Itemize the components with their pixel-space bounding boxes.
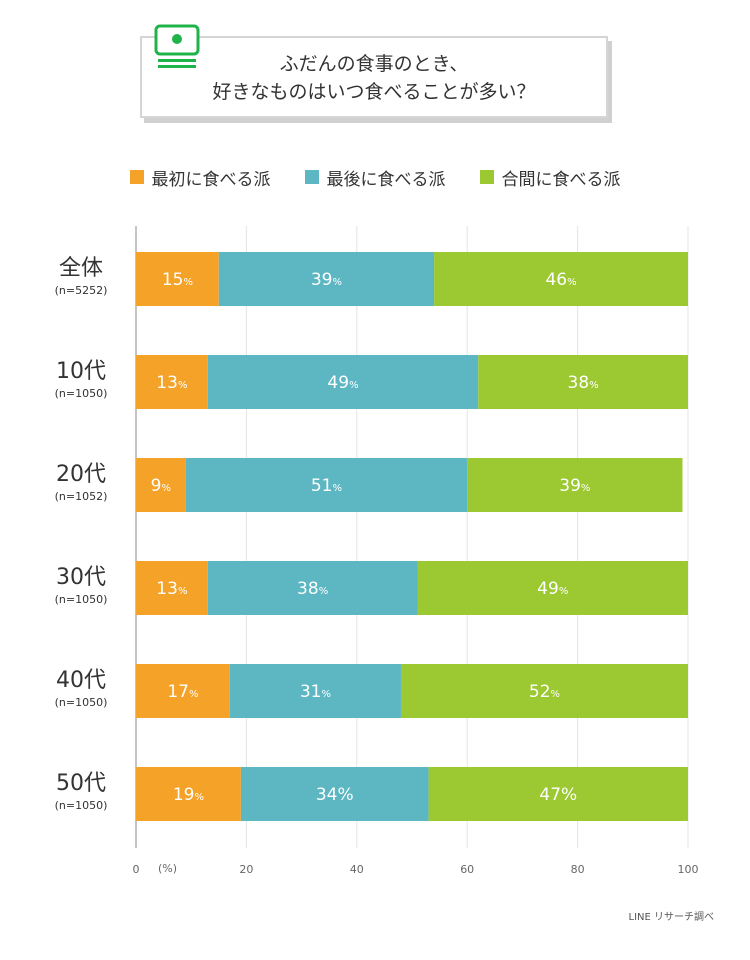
bar-segment bbox=[218, 252, 435, 306]
legend: 最初に食べる派 最後に食べる派 合間に食べる派 bbox=[0, 166, 750, 190]
row-name: 50代 bbox=[56, 771, 106, 796]
axis-unit-label: (%) bbox=[158, 862, 178, 875]
data-label: 49% bbox=[537, 579, 568, 599]
data-label: 49% bbox=[327, 373, 358, 393]
bar-segment bbox=[136, 252, 219, 306]
row-label-40s: 40代 (n=1050) bbox=[40, 668, 122, 710]
data-label: 38% bbox=[568, 373, 599, 393]
legend-label-last: 最後に食べる派 bbox=[326, 169, 446, 190]
row-sample-size: (n=1050) bbox=[54, 387, 108, 400]
bar-segment bbox=[136, 458, 186, 512]
title-box: ふだんの食事のとき、 好きなものはいつ食べることが多い？ bbox=[140, 36, 608, 118]
data-label: 13% bbox=[156, 373, 187, 393]
data-label: 34% bbox=[316, 785, 354, 805]
data-label: 39% bbox=[311, 270, 342, 290]
bar-segment bbox=[136, 664, 230, 718]
bar-segment bbox=[434, 252, 688, 306]
legend-swatch-first bbox=[129, 170, 144, 184]
legend-item-first: 最初に食べる派 bbox=[129, 166, 271, 190]
legend-item-between: 合間に食べる派 bbox=[479, 166, 621, 190]
title-line-2: 好きなものはいつ食べることが多い？ bbox=[212, 81, 536, 103]
x-tick-label: 100 bbox=[678, 863, 699, 876]
row-label-30s: 30代 (n=1050) bbox=[40, 565, 122, 607]
x-tick-label: 40 bbox=[350, 863, 364, 876]
row-sample-size: (n=1050) bbox=[54, 593, 108, 606]
data-label: 9% bbox=[151, 476, 171, 496]
data-label: 47% bbox=[539, 785, 577, 805]
row-label-all: 全体 (n=5252) bbox=[40, 256, 122, 298]
row-label-50s: 50代 (n=1050) bbox=[40, 771, 122, 813]
row-label-20s: 20代 (n=1052) bbox=[40, 462, 122, 504]
bar-segment bbox=[467, 458, 683, 512]
row-name: 30代 bbox=[56, 565, 106, 590]
legend-label-first: 最初に食べる派 bbox=[151, 169, 271, 190]
bar-segment bbox=[400, 664, 688, 718]
data-label: 15% bbox=[162, 270, 193, 290]
bar-segment bbox=[478, 355, 688, 409]
data-label: 52% bbox=[529, 682, 560, 702]
x-tick-label: 0 bbox=[133, 863, 140, 876]
row-sample-size: (n=1050) bbox=[54, 696, 108, 709]
data-label: 46% bbox=[545, 270, 576, 290]
legend-swatch-between bbox=[479, 170, 494, 184]
data-label: 17% bbox=[167, 682, 198, 702]
chart-title: ふだんの食事のとき、 好きなものはいつ食べることが多い？ bbox=[142, 50, 606, 106]
bar-segment bbox=[185, 458, 468, 512]
row-sample-size: (n=1052) bbox=[54, 490, 108, 503]
row-sample-size: (n=1050) bbox=[54, 799, 108, 812]
data-label: 39% bbox=[559, 476, 590, 496]
bar-segment bbox=[136, 355, 208, 409]
source-credit: LINE リサーチ調べ bbox=[628, 912, 715, 923]
data-label: 38% bbox=[297, 579, 328, 599]
title-line-1: ふだんの食事のとき、 bbox=[279, 53, 469, 75]
row-name: 40代 bbox=[56, 668, 106, 693]
bar-segment bbox=[417, 561, 688, 615]
row-name: 20代 bbox=[56, 462, 106, 487]
row-name: 全体 bbox=[58, 256, 103, 281]
bar-segment bbox=[207, 561, 418, 615]
data-label: 13% bbox=[156, 579, 187, 599]
bar-segment bbox=[229, 664, 401, 718]
legend-label-between: 合間に食べる派 bbox=[501, 169, 621, 190]
x-tick-label: 20 bbox=[239, 863, 253, 876]
data-label: 19% bbox=[173, 785, 204, 805]
bar-segment bbox=[240, 767, 429, 821]
data-label: 51% bbox=[311, 476, 342, 496]
bar-segment bbox=[136, 561, 208, 615]
row-name: 10代 bbox=[56, 359, 106, 384]
row-label-10s: 10代 (n=1050) bbox=[40, 359, 122, 401]
tv-icon bbox=[154, 24, 200, 68]
legend-item-last: 最後に食べる派 bbox=[304, 166, 446, 190]
bar-segment bbox=[207, 355, 479, 409]
x-tick-label: 80 bbox=[571, 863, 585, 876]
bar-segment bbox=[136, 767, 241, 821]
bar-segment bbox=[428, 767, 688, 821]
row-sample-size: (n=5252) bbox=[54, 284, 108, 297]
data-label: 31% bbox=[300, 682, 331, 702]
x-tick-label: 60 bbox=[460, 863, 474, 876]
legend-swatch-last bbox=[304, 170, 319, 184]
